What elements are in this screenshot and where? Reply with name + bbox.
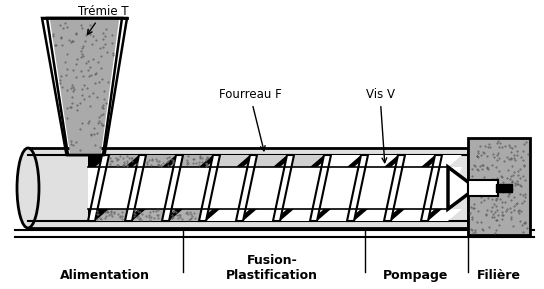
Polygon shape (421, 155, 442, 221)
Text: Fourreau F: Fourreau F (219, 88, 281, 151)
Polygon shape (391, 167, 435, 209)
Polygon shape (199, 155, 220, 221)
Text: Alimentation: Alimentation (60, 269, 150, 282)
Polygon shape (310, 155, 331, 221)
Polygon shape (317, 155, 361, 167)
Bar (88, 155, 448, 221)
Polygon shape (354, 167, 398, 209)
Polygon shape (88, 155, 109, 221)
Bar (88, 167, 448, 209)
Polygon shape (280, 167, 324, 209)
Polygon shape (243, 167, 287, 209)
Polygon shape (169, 155, 213, 167)
Text: Trémie T: Trémie T (78, 5, 128, 34)
Polygon shape (428, 167, 462, 209)
Polygon shape (236, 155, 257, 221)
Polygon shape (354, 155, 398, 167)
Bar (496, 184, 512, 192)
Bar (28, 148, 468, 228)
Polygon shape (162, 155, 183, 221)
Polygon shape (317, 167, 361, 209)
Polygon shape (428, 209, 462, 221)
Bar (468, 180, 498, 196)
Polygon shape (354, 209, 398, 221)
Polygon shape (280, 209, 324, 221)
Polygon shape (169, 167, 213, 209)
Polygon shape (391, 155, 435, 167)
Polygon shape (206, 155, 250, 167)
Polygon shape (95, 167, 139, 209)
Text: Fusion-
Plastification: Fusion- Plastification (226, 254, 318, 282)
Text: Filière: Filière (477, 269, 521, 282)
Polygon shape (206, 209, 250, 221)
Polygon shape (273, 155, 294, 221)
Bar (468, 138, 530, 235)
Polygon shape (243, 155, 287, 167)
Polygon shape (50, 20, 119, 153)
Polygon shape (448, 167, 476, 209)
Polygon shape (169, 209, 213, 221)
Polygon shape (384, 155, 405, 221)
Polygon shape (391, 209, 435, 221)
Ellipse shape (17, 148, 39, 228)
Text: Vis V: Vis V (366, 88, 394, 163)
Polygon shape (132, 167, 176, 209)
Polygon shape (95, 155, 139, 167)
Polygon shape (132, 209, 176, 221)
Polygon shape (206, 167, 250, 209)
Polygon shape (280, 155, 324, 167)
Polygon shape (243, 209, 287, 221)
Polygon shape (132, 155, 176, 167)
Polygon shape (125, 155, 146, 221)
Polygon shape (317, 209, 361, 221)
Polygon shape (428, 155, 462, 167)
Polygon shape (95, 209, 139, 221)
Polygon shape (347, 155, 368, 221)
Text: Pompage: Pompage (384, 269, 449, 282)
